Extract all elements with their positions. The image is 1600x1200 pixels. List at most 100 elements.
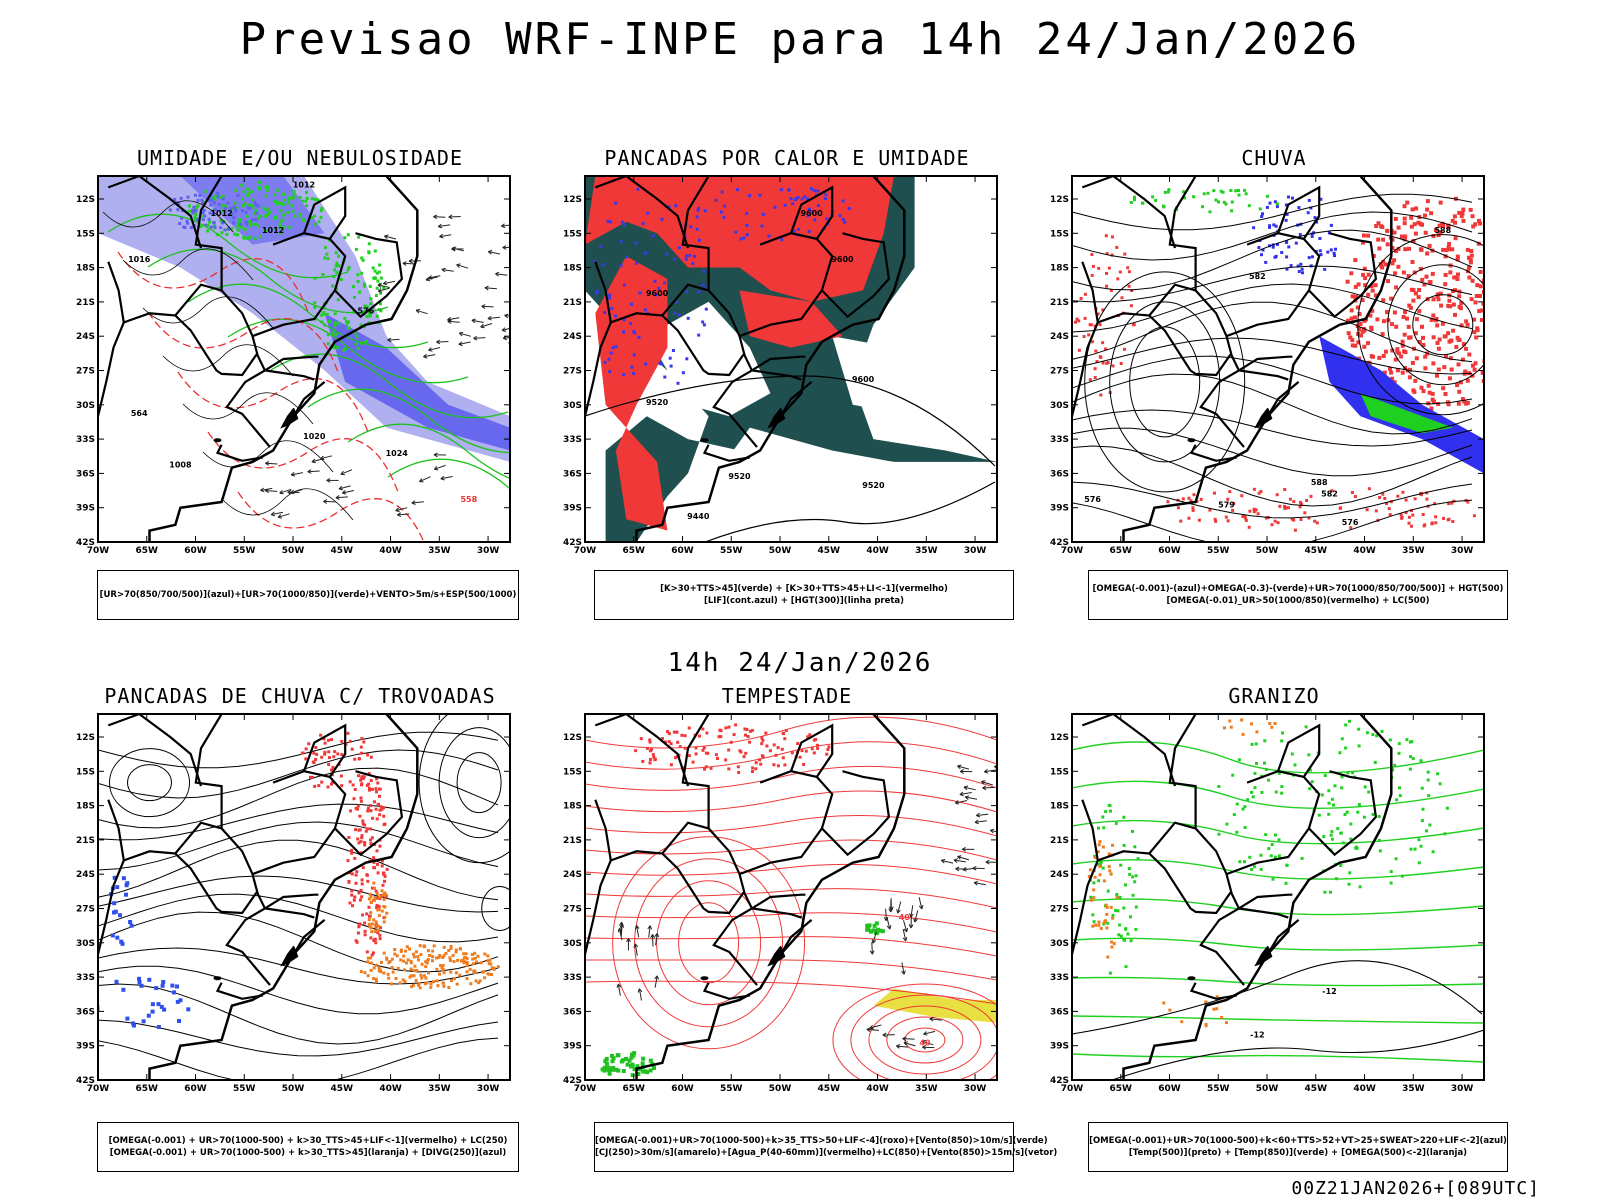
rain-omega-red [1376,221,1381,226]
rain-omega-red [1101,341,1105,345]
wind-vector [377,283,382,288]
thunderstorm-red [365,912,369,916]
thunderstorm-orange [442,984,446,988]
thunderstorm-orange [375,980,378,984]
thunderstorm-orange [409,961,413,965]
low-level-humidity [256,180,260,184]
thunderstorm-red [380,807,384,811]
streamline-red [585,815,997,837]
mid-level-humidity [177,201,181,205]
rain-omega-red [1252,507,1256,511]
low-level-humidity [347,320,350,324]
low-level-humidity [354,342,358,346]
lifted-index-contour [702,323,706,327]
low-level-humidity [362,282,366,286]
contour-label: 576 [1084,495,1101,504]
thunderstorm-orange [458,973,462,977]
low-level-humidity [355,335,359,338]
lifted-index-contour [838,214,842,218]
rain-omega-red [1228,490,1232,494]
contour-label: 582 [1249,272,1266,281]
rain-omega-red [1463,369,1468,374]
wind-vector [652,934,654,947]
thunderstorm-orange [441,968,445,971]
thunderstorm-red [367,786,371,790]
thunderstorm-orange [381,893,385,897]
low-level-humidity [316,198,320,202]
omega500-orange [1204,1022,1208,1026]
rain-omega-red [1120,296,1124,300]
contour-label: 576 [1342,518,1359,527]
rain-omega-red [1460,211,1465,216]
lifted-index-contour [758,193,762,197]
rain-omega-red [1105,271,1108,275]
temp850-green [1277,771,1281,775]
wind-vector [270,511,276,517]
rain-omega-red [1407,303,1412,308]
thunderstorm-red [359,745,363,749]
thunderstorm-orange [367,897,371,901]
wind-vector [872,931,877,944]
wind-vector [481,304,486,309]
thunderstorm-orange [449,945,453,948]
rain-omega-red [1431,313,1436,318]
rain-omega-blue [1323,267,1327,271]
wind-vector [513,302,520,305]
low-level-humidity [242,235,246,239]
mid-level-humidity [210,198,214,202]
thunderstorm-orange [465,977,469,980]
temp850-green [1102,826,1106,830]
divergence-blue [137,976,141,981]
low-level-humidity [346,268,350,272]
temp850-green [1124,927,1128,931]
rain-omega-blue [1297,270,1301,273]
thunderstorm-red [375,906,379,910]
country-border [107,176,203,249]
rain-omega-red [1413,331,1418,336]
thunderstorm-orange [409,974,413,978]
lifted-index-contour [592,260,596,264]
mid-level-humidity [180,216,184,220]
rain-omega-red [1416,295,1421,300]
thunderstorm-orange [406,958,410,962]
rain-omega-red [1083,316,1087,320]
precipitable-water [661,737,664,740]
thunderstorm-red [312,751,316,755]
thunderstorm-orange [385,956,389,960]
rain-omega-red [1468,260,1473,265]
rain-omega-red [1480,371,1484,375]
temp850-green [1333,784,1337,788]
low-level-humidity [377,270,381,274]
thunderstorm-red [360,834,364,838]
divergence-blue [110,933,115,938]
lifted-index-contour [696,208,700,212]
wind-vector [384,235,397,240]
thunderstorm-orange [483,976,487,980]
wind-vector [955,800,968,804]
rain-omega-red [1132,323,1136,327]
mid-level-humidity [207,198,211,202]
rain-omega-red [1346,318,1351,323]
wind-vector [277,514,283,519]
thunderstorm-orange [412,969,416,973]
rain-omega-red [1438,230,1443,235]
streamline [1072,355,1473,405]
mid-level-humidity [256,204,260,208]
thunderstorm-red [331,765,335,769]
low-level-humidity [363,309,367,313]
low-level-humidity [273,193,277,197]
wind-vector [896,909,901,914]
panel-title-tempestade: TEMPESTADE [721,684,853,708]
wind-vector [985,859,990,865]
lifted-index-contour [745,224,749,227]
rain-omega-red [1428,280,1433,285]
low-level-humidity [242,190,246,194]
wind-vector [634,925,640,930]
lon-label: 35W [428,1084,451,1094]
temp850-green [1264,767,1268,771]
wind850-green [636,1072,641,1076]
rain-omega-red [1425,251,1430,256]
low-level-humidity [218,196,222,199]
low-level-humidity [382,286,386,290]
divergence-blue [162,1007,167,1012]
